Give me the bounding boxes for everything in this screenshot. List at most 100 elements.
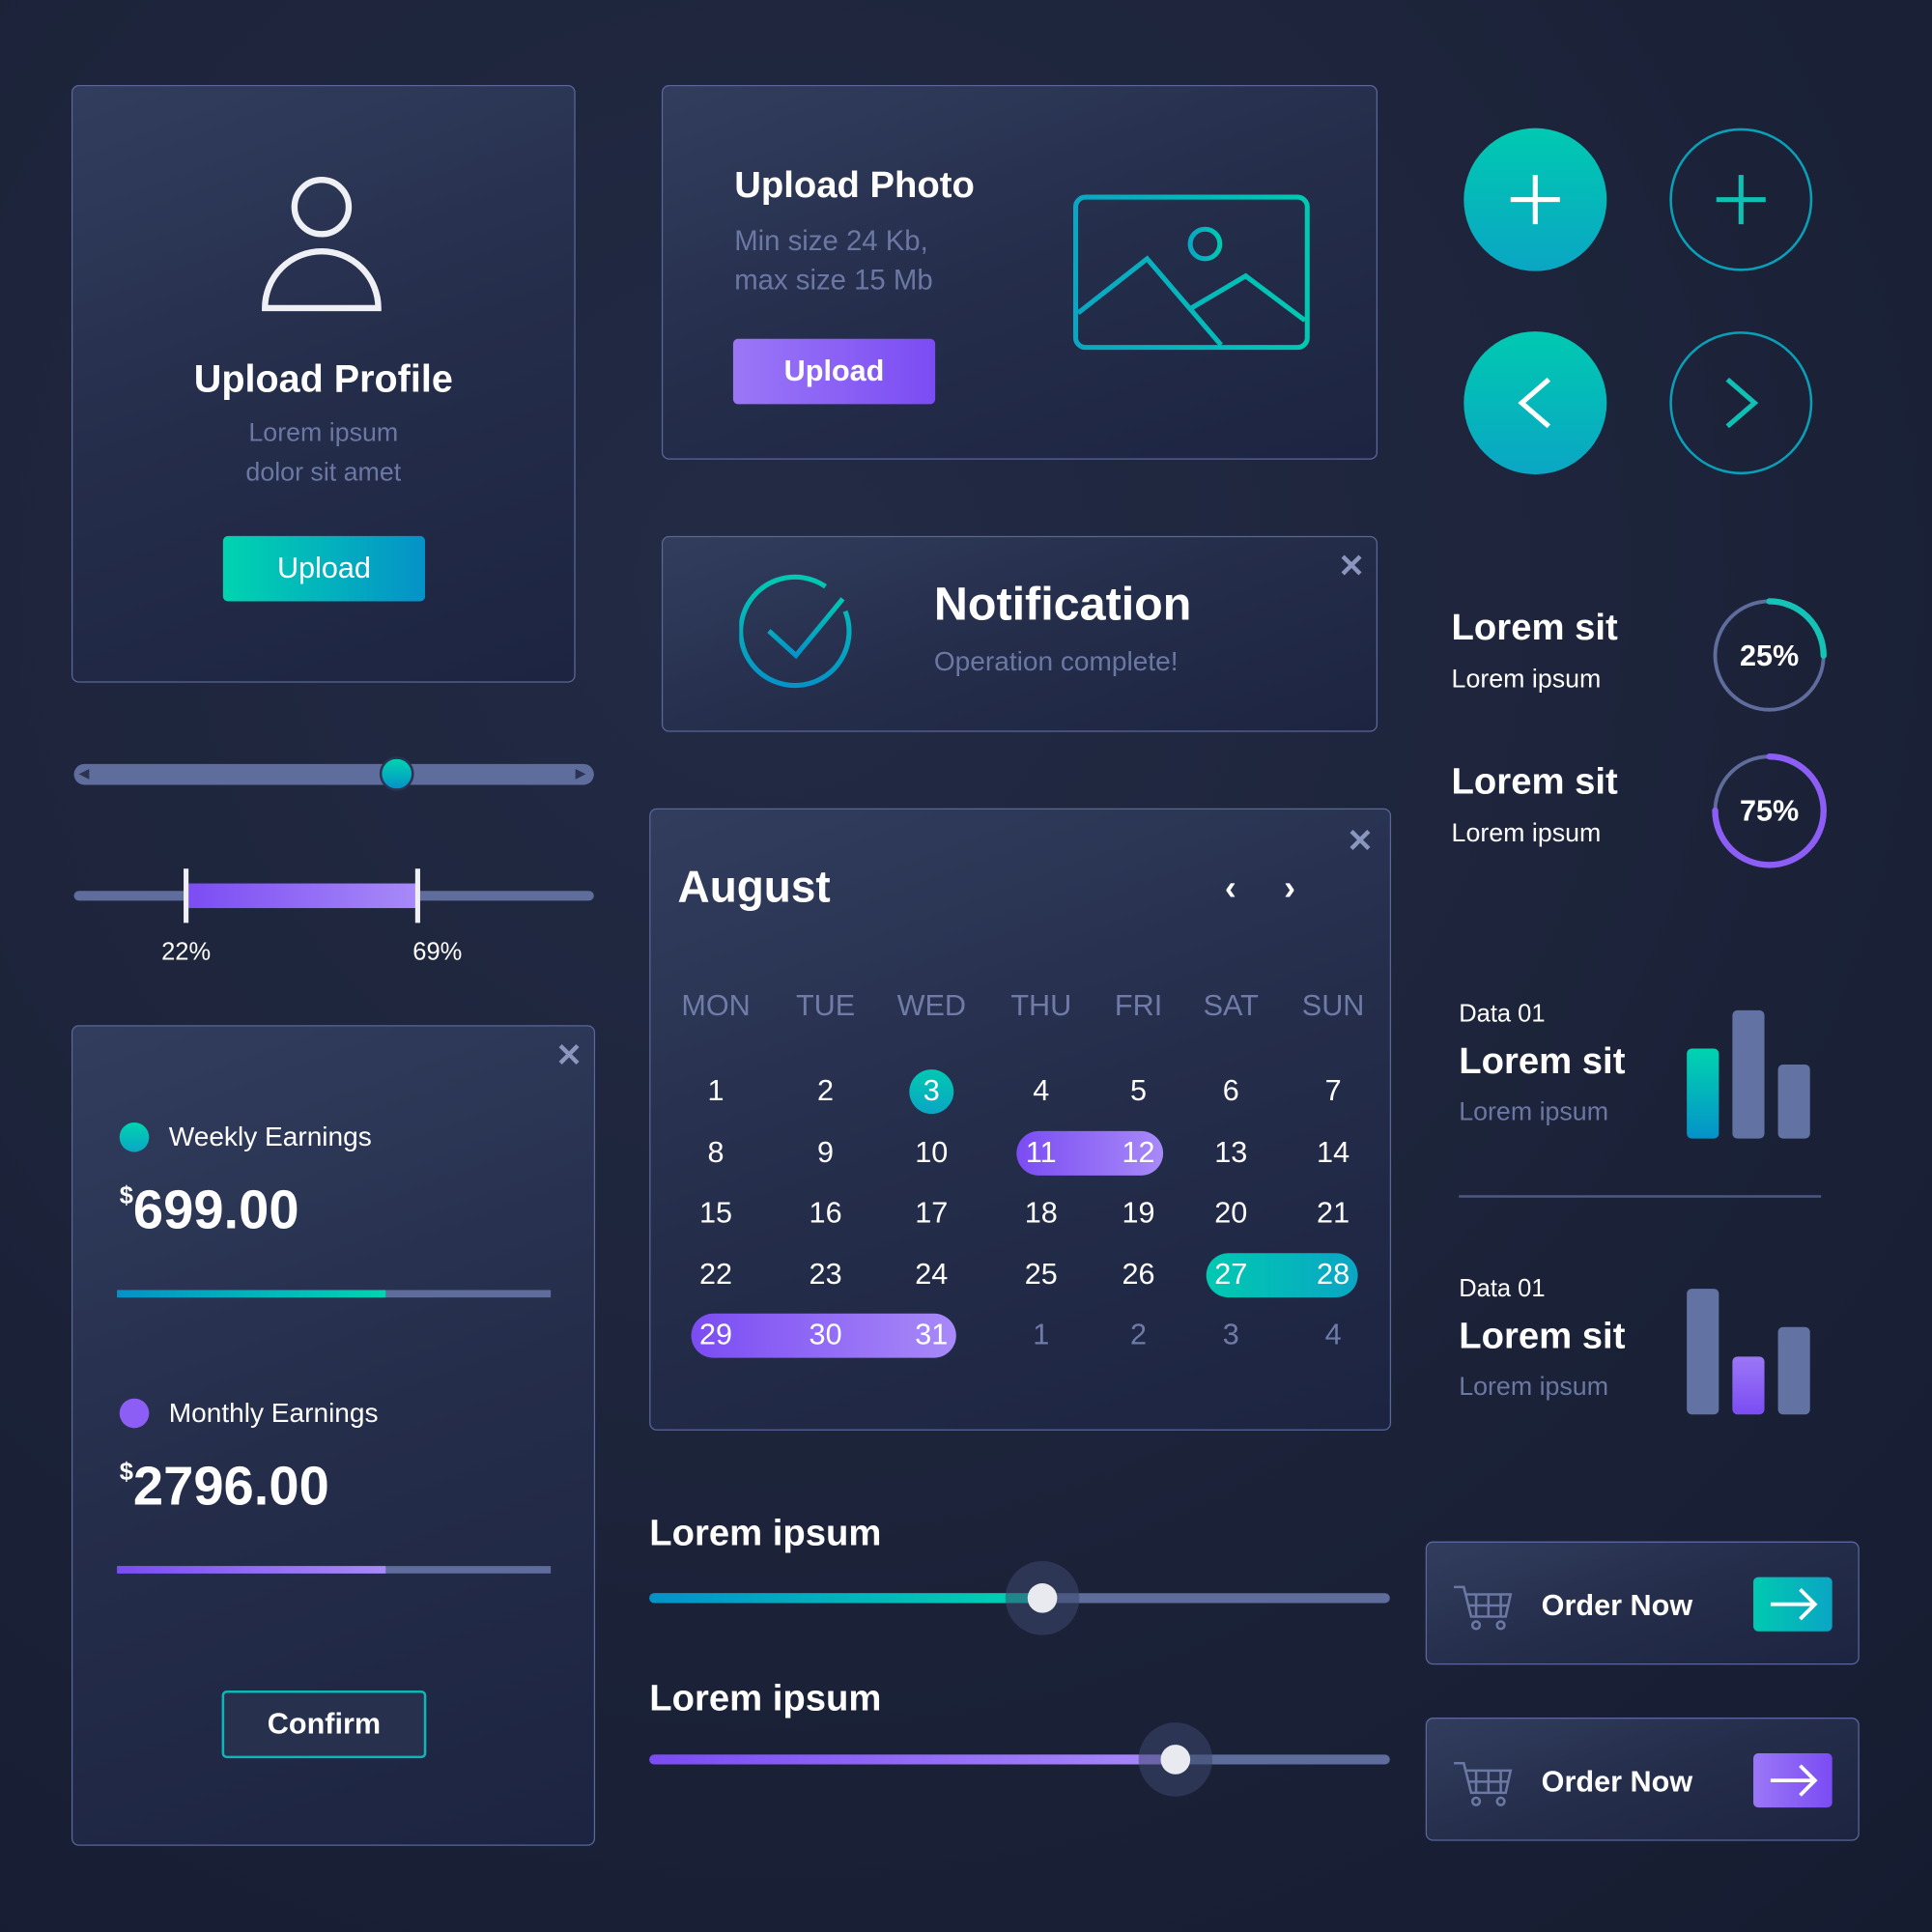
single-slider-track[interactable] bbox=[73, 763, 594, 785]
slider-1-label: Lorem ipsum bbox=[649, 1513, 882, 1554]
calendar-day[interactable]: 14 bbox=[1317, 1136, 1350, 1170]
data-2-overline: Data 01 bbox=[1459, 1275, 1546, 1303]
calendar-day[interactable]: 15 bbox=[699, 1196, 733, 1230]
notification-title: Notification bbox=[933, 579, 1192, 632]
weekday-header: SAT bbox=[1203, 989, 1259, 1023]
check-circle-icon bbox=[739, 574, 852, 689]
calendar-day[interactable]: 21 bbox=[1317, 1196, 1350, 1230]
ring-progress bbox=[1712, 753, 1827, 868]
divider bbox=[1459, 1195, 1822, 1198]
chevron-left-icon bbox=[1518, 377, 1550, 429]
range-slider-high-handle[interactable] bbox=[414, 868, 420, 923]
arrow-right-icon bbox=[1753, 1753, 1833, 1808]
calendar-day[interactable]: 29 bbox=[699, 1318, 733, 1352]
calendar-day[interactable]: 9 bbox=[817, 1136, 835, 1170]
calendar-day[interactable]: 1 bbox=[707, 1074, 724, 1108]
progress-2-title: Lorem sit bbox=[1451, 761, 1618, 803]
range-slider-low-handle[interactable] bbox=[184, 868, 189, 923]
notification-card: ✕ Notification Operation complete! bbox=[661, 535, 1378, 732]
cart-icon bbox=[1454, 1585, 1513, 1631]
weekday-header: MON bbox=[681, 989, 751, 1023]
data-1-bar-chart bbox=[1687, 1009, 1812, 1139]
calendar-day[interactable]: 7 bbox=[1324, 1074, 1342, 1108]
weekly-dot bbox=[119, 1122, 150, 1152]
upload-photo-card: Upload Photo Min size 24 Kb, max size 15… bbox=[661, 85, 1378, 460]
upload-profile-button[interactable]: Upload bbox=[222, 535, 426, 602]
weekly-label: Weekly Earnings bbox=[168, 1121, 372, 1152]
calendar-day[interactable]: 28 bbox=[1317, 1258, 1350, 1292]
weekly-progress-fill bbox=[117, 1290, 386, 1298]
calendar-day[interactable]: 24 bbox=[915, 1258, 949, 1292]
calendar-day[interactable]: 17 bbox=[915, 1196, 949, 1230]
monthly-value: 2796.00 bbox=[132, 1456, 329, 1518]
slider-right-arrow-icon[interactable]: ▶ bbox=[575, 766, 586, 781]
upload-profile-title: Upload Profile bbox=[193, 356, 453, 401]
calendar-day[interactable]: 4 bbox=[1033, 1074, 1050, 1108]
earnings-card: ✕ Weekly Earnings $699.00 Monthly Earnin… bbox=[71, 1025, 596, 1846]
upload-photo-button[interactable]: Upload bbox=[732, 338, 936, 405]
range-low-label: 22% bbox=[161, 938, 212, 966]
close-icon[interactable]: ✕ bbox=[1338, 547, 1366, 584]
progress-2-label: 75% bbox=[1739, 794, 1800, 829]
calendar-day[interactable]: 31 bbox=[915, 1318, 949, 1352]
upload-photo-title: Upload Photo bbox=[734, 164, 975, 207]
weekday-header: WED bbox=[896, 989, 966, 1023]
slider-2-knob[interactable] bbox=[1138, 1722, 1212, 1797]
calendar-day-next-month[interactable]: 3 bbox=[1222, 1318, 1239, 1352]
single-slider-knob[interactable] bbox=[379, 756, 414, 791]
monthly-currency: $ bbox=[119, 1459, 133, 1487]
weekday-header: SUN bbox=[1301, 989, 1365, 1023]
add-button-filled[interactable] bbox=[1463, 128, 1607, 271]
weekday-header: TUE bbox=[795, 989, 856, 1023]
close-icon[interactable]: ✕ bbox=[1347, 821, 1374, 860]
bar bbox=[1732, 1356, 1765, 1415]
date-range-highlight bbox=[1016, 1130, 1164, 1176]
calendar-day-next-month[interactable]: 4 bbox=[1324, 1318, 1342, 1352]
calendar-day-next-month[interactable]: 1 bbox=[1033, 1318, 1050, 1352]
calendar-day[interactable]: 13 bbox=[1214, 1136, 1248, 1170]
add-button-outline[interactable] bbox=[1669, 128, 1813, 271]
calendar-day[interactable]: 19 bbox=[1122, 1196, 1155, 1230]
calendar-day[interactable]: 8 bbox=[707, 1136, 724, 1170]
calendar-day[interactable]: 26 bbox=[1122, 1258, 1155, 1292]
prev-month-icon[interactable]: ‹ bbox=[1224, 868, 1236, 907]
bar bbox=[1732, 1009, 1765, 1139]
calendar-day[interactable]: 25 bbox=[1024, 1258, 1058, 1292]
calendar-day[interactable]: 20 bbox=[1214, 1196, 1248, 1230]
data-2-subtitle: Lorem ipsum bbox=[1459, 1372, 1609, 1402]
calendar-day[interactable]: 3 bbox=[923, 1074, 940, 1108]
notification-message: Operation complete! bbox=[933, 645, 1179, 677]
slider-left-arrow-icon[interactable]: ◀ bbox=[78, 766, 90, 781]
order-now-button-2[interactable]: Order Now bbox=[1425, 1718, 1860, 1841]
data-2-bar-chart bbox=[1687, 1287, 1812, 1415]
data-1-title: Lorem sit bbox=[1459, 1040, 1626, 1082]
bar bbox=[1777, 1064, 1810, 1139]
calendar-day[interactable]: 18 bbox=[1024, 1196, 1058, 1230]
calendar-day[interactable]: 10 bbox=[915, 1136, 949, 1170]
calendar-day[interactable]: 11 bbox=[1025, 1136, 1057, 1170]
upload-photo-line1: Min size 24 Kb, bbox=[734, 224, 928, 257]
close-icon[interactable]: ✕ bbox=[555, 1036, 583, 1073]
confirm-button[interactable]: Confirm bbox=[221, 1690, 427, 1759]
calendar-day[interactable]: 23 bbox=[809, 1258, 842, 1292]
calendar-day-next-month[interactable]: 2 bbox=[1130, 1318, 1148, 1352]
slider-1-knob[interactable] bbox=[1005, 1561, 1079, 1635]
calendar-day[interactable]: 22 bbox=[699, 1258, 733, 1292]
bar bbox=[1687, 1048, 1719, 1139]
forward-button-outline[interactable] bbox=[1669, 331, 1813, 475]
calendar-day[interactable]: 30 bbox=[809, 1318, 842, 1352]
next-month-icon[interactable]: › bbox=[1284, 868, 1295, 907]
calendar-day[interactable]: 6 bbox=[1222, 1074, 1239, 1108]
calendar-day[interactable]: 5 bbox=[1130, 1074, 1148, 1108]
weekday-header: FRI bbox=[1114, 989, 1163, 1023]
calendar-day[interactable]: 2 bbox=[817, 1074, 835, 1108]
monthly-dot bbox=[119, 1398, 150, 1429]
back-button-filled[interactable] bbox=[1463, 331, 1607, 475]
calendar-day[interactable]: 12 bbox=[1122, 1136, 1155, 1170]
progress-2-subtitle: Lorem ipsum bbox=[1451, 819, 1602, 848]
order-now-button-1[interactable]: Order Now bbox=[1425, 1541, 1860, 1665]
slider-1-fill bbox=[649, 1593, 1042, 1604]
calendar-day[interactable]: 27 bbox=[1214, 1258, 1248, 1292]
calendar-day[interactable]: 16 bbox=[809, 1196, 842, 1230]
